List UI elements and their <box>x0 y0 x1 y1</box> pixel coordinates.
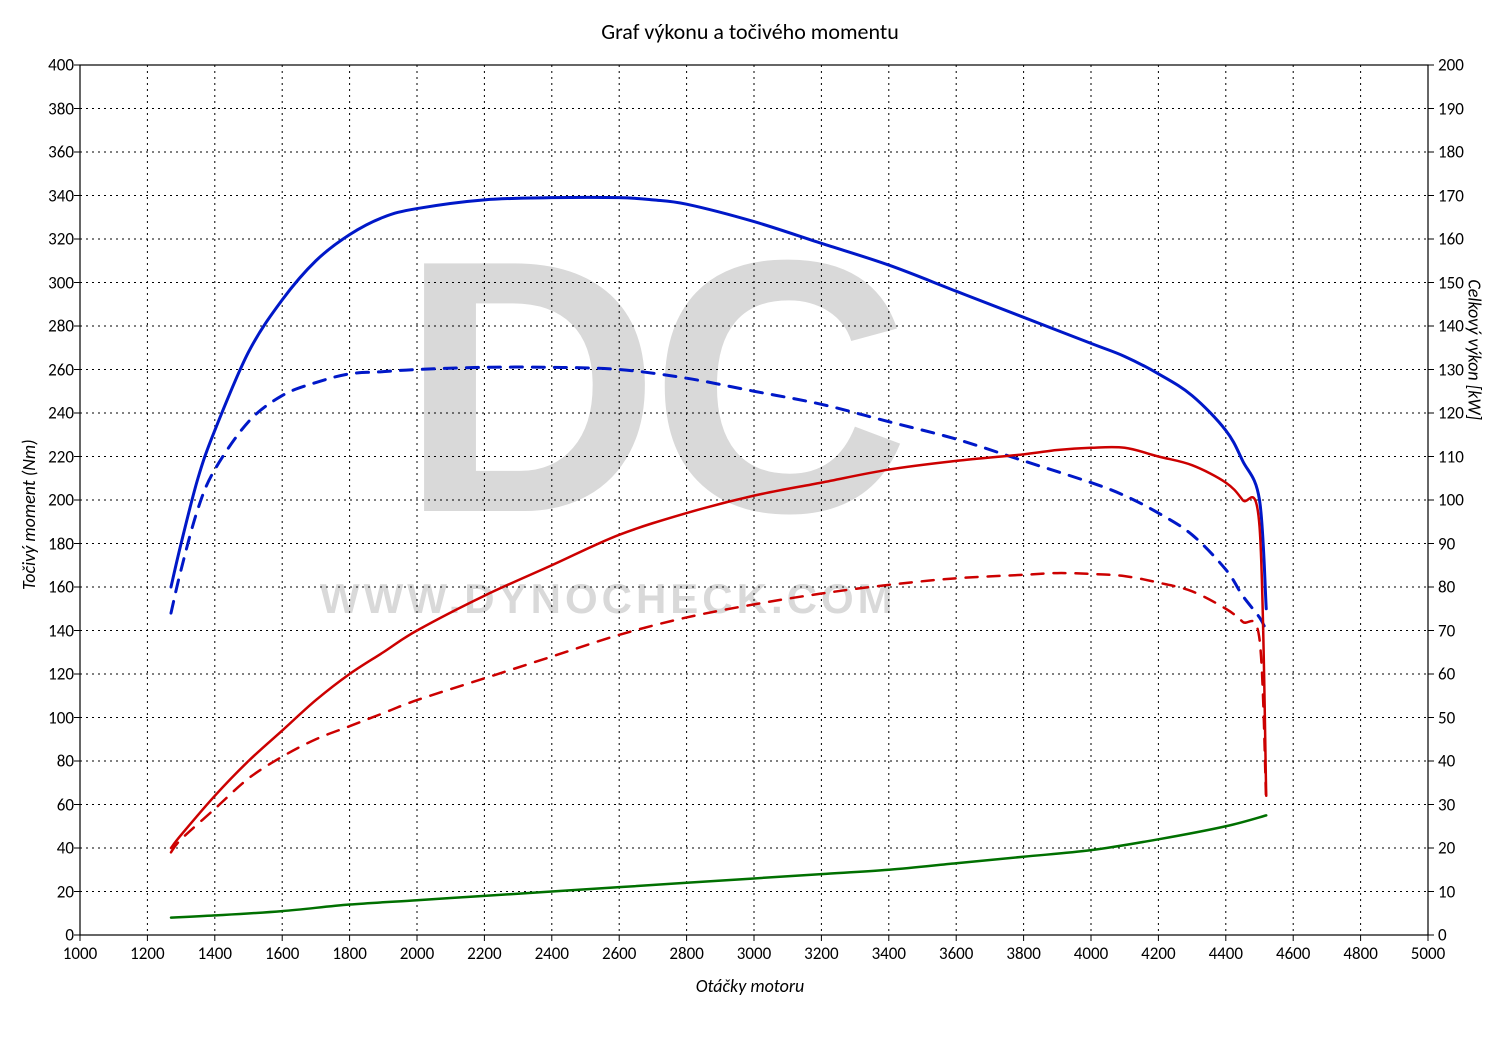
tick-label: 3200 <box>804 943 838 964</box>
tick-label: 4800 <box>1343 943 1377 964</box>
tick-label: 280 <box>36 316 74 337</box>
chart-container: { "chart": { "type": "line", "title": "G… <box>0 0 1500 1041</box>
tick-label: 4200 <box>1141 943 1175 964</box>
tick-label: 80 <box>1438 577 1478 598</box>
tick-label: 300 <box>36 272 74 293</box>
tick-label: 2400 <box>535 943 569 964</box>
tick-label: 4600 <box>1276 943 1310 964</box>
tick-label: 4000 <box>1074 943 1108 964</box>
tick-label: 1000 <box>63 943 97 964</box>
tick-label: 190 <box>1438 98 1478 119</box>
tick-label: 360 <box>36 142 74 163</box>
tick-label: 20 <box>36 881 74 902</box>
tick-label: 400 <box>36 55 74 76</box>
tick-label: 140 <box>1438 316 1478 337</box>
series-aux_green <box>171 815 1266 917</box>
tick-label: 50 <box>1438 707 1478 728</box>
tick-label: 10 <box>1438 881 1478 902</box>
tick-label: 40 <box>1438 751 1478 772</box>
tick-label: 20 <box>1438 838 1478 859</box>
tick-label: 40 <box>36 838 74 859</box>
tick-label: 1600 <box>265 943 299 964</box>
tick-label: 3000 <box>737 943 771 964</box>
tick-label: 100 <box>1438 490 1478 511</box>
tick-label: 120 <box>1438 403 1478 424</box>
tick-label: 260 <box>36 359 74 380</box>
tick-label: 1200 <box>130 943 164 964</box>
tick-label: 2600 <box>602 943 636 964</box>
series-torque_stock <box>171 367 1266 630</box>
tick-label: 60 <box>1438 664 1478 685</box>
tick-label: 160 <box>1438 229 1478 250</box>
tick-label: 80 <box>36 751 74 772</box>
series-torque_tuned <box>171 197 1266 608</box>
tick-label: 320 <box>36 229 74 250</box>
tick-label: 2000 <box>400 943 434 964</box>
tick-label: 2800 <box>669 943 703 964</box>
tick-label: 110 <box>1438 446 1478 467</box>
tick-label: 2200 <box>467 943 501 964</box>
tick-label: 4400 <box>1209 943 1243 964</box>
series-power_tuned <box>171 447 1266 848</box>
tick-label: 120 <box>36 664 74 685</box>
tick-label: 0 <box>1438 925 1478 946</box>
tick-label: 90 <box>1438 533 1478 554</box>
tick-label: 3400 <box>872 943 906 964</box>
tick-label: 30 <box>1438 794 1478 815</box>
tick-label: 60 <box>36 794 74 815</box>
tick-label: 240 <box>36 403 74 424</box>
tick-label: 340 <box>36 185 74 206</box>
tick-label: 170 <box>1438 185 1478 206</box>
tick-label: 5000 <box>1411 943 1445 964</box>
tick-label: 180 <box>1438 142 1478 163</box>
tick-label: 380 <box>36 98 74 119</box>
tick-label: 130 <box>1438 359 1478 380</box>
tick-label: 140 <box>36 620 74 641</box>
chart-svg <box>0 0 1500 1041</box>
tick-label: 0 <box>36 925 74 946</box>
tick-label: 100 <box>36 707 74 728</box>
tick-label: 1800 <box>332 943 366 964</box>
tick-label: 200 <box>36 490 74 511</box>
tick-label: 160 <box>36 577 74 598</box>
tick-label: 70 <box>1438 620 1478 641</box>
tick-label: 180 <box>36 533 74 554</box>
tick-label: 220 <box>36 446 74 467</box>
tick-label: 1400 <box>198 943 232 964</box>
tick-label: 150 <box>1438 272 1478 293</box>
tick-label: 200 <box>1438 55 1478 76</box>
tick-label: 3800 <box>1006 943 1040 964</box>
series-power_stock <box>171 573 1266 852</box>
tick-label: 3600 <box>939 943 973 964</box>
